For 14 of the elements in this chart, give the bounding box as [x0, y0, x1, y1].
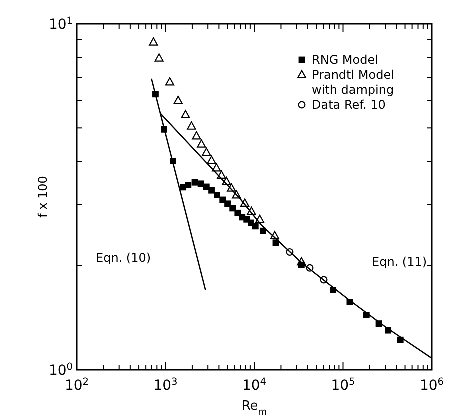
legend-label: RNG Model [312, 53, 378, 67]
x-tick-label: 10$^{5}$ [331, 376, 356, 394]
x-tick-label: 10$^{3}$ [154, 376, 178, 394]
x-axis-title: Re$_{m}$ [242, 399, 268, 418]
x-tick-label: 10$^{4}$ [242, 376, 267, 394]
y-axis-title: f x 100 [36, 176, 50, 218]
x-tick-label: 10$^{6}$ [420, 376, 444, 394]
x-tick-label: 10$^{2}$ [64, 376, 90, 394]
legend-label: Data Ref. 10 [312, 98, 386, 112]
annotation: Eqn. (11) [372, 255, 428, 269]
legend-label: Prandtl Model with damping [312, 68, 394, 97]
y-tick-label: 10$^{1}$ [48, 16, 73, 33]
annotation: Eqn. (10) [96, 251, 152, 265]
y-tick-label: 10$^{0}$ [48, 362, 73, 379]
